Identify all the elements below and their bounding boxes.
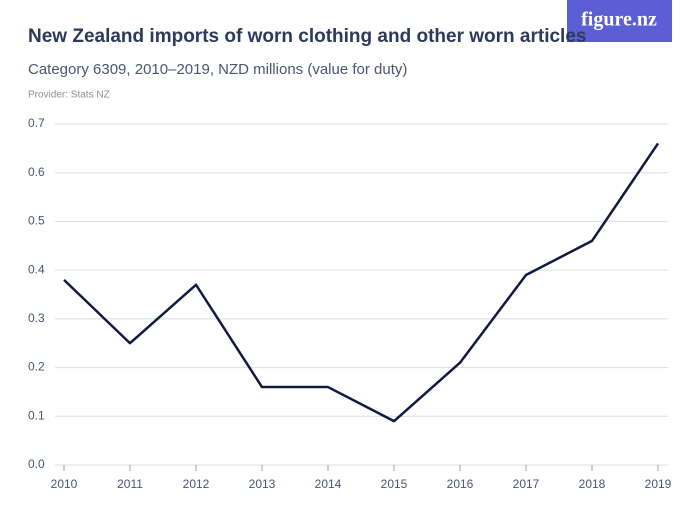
x-tick-label: 2018 [579, 477, 606, 491]
y-tick-label: 0.5 [28, 214, 45, 228]
y-tick-label: 0.4 [28, 262, 45, 276]
x-tick-label: 2015 [381, 477, 408, 491]
y-tick-label: 0.0 [28, 457, 45, 471]
x-tick-label: 2013 [249, 477, 276, 491]
provider: Provider: Stats NZ [28, 90, 110, 101]
x-tick-label: 2012 [183, 477, 210, 491]
x-tick-label: 2011 [117, 477, 143, 491]
x-tick-label: 2019 [645, 477, 672, 491]
y-tick-label: 0.6 [28, 165, 45, 179]
logo-box [567, 0, 672, 42]
y-tick-label: 0.7 [28, 116, 45, 130]
y-tick-label: 0.1 [28, 408, 45, 422]
chart-title: New Zealand imports of worn clothing and… [28, 26, 586, 47]
x-tick-label: 2014 [315, 477, 342, 491]
x-tick-label: 2010 [51, 477, 78, 491]
logo: figure.nz [581, 9, 657, 31]
x-tick-label: 2017 [513, 477, 540, 491]
chart-subtitle: Category 6309, 2010–2019, NZD millions (… [28, 61, 407, 78]
x-tick-label: 2016 [447, 477, 474, 491]
y-tick-label: 0.3 [28, 311, 45, 325]
y-tick-label: 0.2 [28, 360, 45, 374]
data-line [63, 142, 660, 423]
